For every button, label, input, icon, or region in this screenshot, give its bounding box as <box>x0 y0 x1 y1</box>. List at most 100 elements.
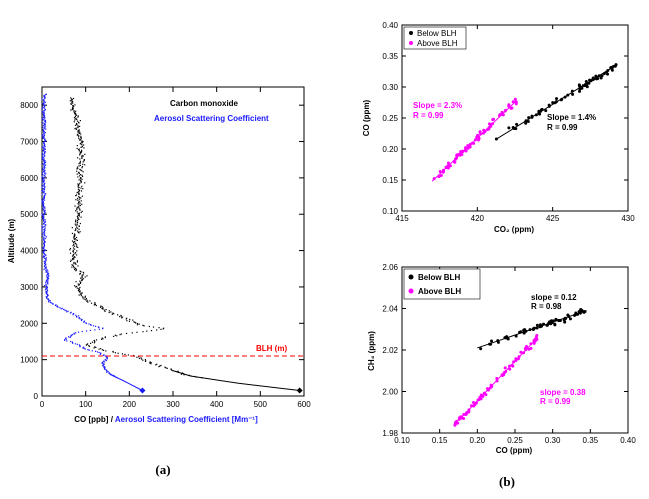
aerosol-profile-point <box>44 97 46 99</box>
co-profile-point <box>79 139 81 141</box>
aerosol-profile-point <box>43 175 45 177</box>
co-profile-point <box>78 190 80 193</box>
co-profile-point <box>76 244 78 246</box>
aerosol-profile-point <box>43 148 45 150</box>
co-profile-point <box>81 210 83 212</box>
aerosol-profile-point <box>79 346 81 348</box>
aerosol-profile-point <box>41 108 43 110</box>
co-profile-point <box>125 332 128 335</box>
co-profile-point <box>74 262 76 264</box>
co-profile-point <box>149 361 151 363</box>
co-profile-point <box>81 275 83 278</box>
aerosol-profile-point <box>46 279 48 281</box>
aerosol-profile-point <box>43 112 45 115</box>
co-profile-point <box>76 239 78 242</box>
aerosol-profile-point <box>43 196 45 198</box>
aerosol-profile-point <box>44 175 46 177</box>
panel-b1-below-blh-fit <box>495 64 617 141</box>
aerosol-profile-point <box>102 360 105 362</box>
aerosol-profile-point <box>44 123 46 125</box>
aerosol-profile-point <box>42 198 44 201</box>
panel-b2-above-blh-point <box>453 422 457 426</box>
aerosol-profile-point <box>45 280 47 283</box>
co-profile-point <box>80 277 82 279</box>
panel-b1-above-blh-point <box>455 153 459 157</box>
co-profile-point <box>74 112 76 114</box>
co-profile-point <box>86 300 88 303</box>
aerosol-profile-point <box>44 117 46 119</box>
aerosol-profile-point <box>41 157 43 159</box>
panel-a-x-tick-label: 0 <box>40 400 45 409</box>
aerosol-profile-point <box>45 257 47 259</box>
co-profile-point <box>142 359 144 361</box>
co-profile-point <box>72 104 74 107</box>
aerosol-profile-point <box>45 279 48 281</box>
panel-b1-above-blh-fit <box>431 100 517 182</box>
co-profile-point <box>80 197 82 199</box>
aerosol-profile-point <box>44 267 46 269</box>
aerosol-profile-point <box>43 196 45 198</box>
panel-b2-above-blh-point <box>503 366 507 370</box>
co-profile-point <box>77 186 79 188</box>
aerosol-profile-point <box>52 303 54 305</box>
co-profile-point <box>150 329 153 332</box>
co-profile-point <box>81 165 84 168</box>
aerosol-profile-point <box>106 371 108 373</box>
aerosol-profile-point <box>104 368 106 370</box>
co-profile-point <box>76 192 78 194</box>
panel-b2-legend-below: Below BLH <box>418 273 460 282</box>
co-profile-point <box>71 240 74 242</box>
panel-a-y-tick-label: 7000 <box>20 138 38 147</box>
aerosol-profile-point <box>42 160 45 162</box>
panel-b1-legend-marker-below <box>409 31 413 35</box>
co-profile-point <box>75 243 77 245</box>
co-profile-point <box>105 350 107 352</box>
aerosol-profile-point <box>47 281 49 283</box>
co-profile-point <box>119 316 121 318</box>
aerosol-profile-point <box>43 220 45 222</box>
aerosol-profile-point <box>47 280 49 282</box>
co-profile-point <box>69 100 71 102</box>
co-profile-point <box>142 331 144 333</box>
panel-a-x-label-sep: / <box>111 415 114 424</box>
aerosol-profile-point <box>43 250 45 252</box>
aerosol-profile-point <box>44 171 46 173</box>
co-profile-point <box>77 203 79 205</box>
co-profile-point <box>76 260 79 262</box>
aerosol-profile-point <box>45 128 47 130</box>
aerosol-profile-point <box>42 184 44 187</box>
co-profile-point <box>142 324 144 326</box>
aerosol-profile-point <box>63 308 65 311</box>
co-profile-point <box>79 154 81 156</box>
aerosol-profile-point <box>49 301 52 304</box>
panel-a-x-tick-label: 600 <box>297 400 311 409</box>
co-profile-point <box>80 138 82 140</box>
aerosol-profile-point <box>68 336 70 338</box>
panel-a-legend-aerosol: Aerosol Scattering Coefficient <box>154 114 269 123</box>
co-profile-line <box>172 370 300 391</box>
co-profile-point <box>71 108 73 111</box>
co-profile-point <box>78 189 80 191</box>
co-profile-point <box>82 274 84 276</box>
co-profile-point <box>82 161 84 163</box>
co-profile-point <box>136 356 138 358</box>
co-profile-point <box>78 204 80 206</box>
aerosol-profile-point <box>72 333 74 336</box>
aerosol-profile-point <box>47 283 49 285</box>
co-profile-point <box>76 222 78 224</box>
aerosol-profile-point <box>44 265 46 268</box>
co-profile-point <box>70 103 72 105</box>
co-profile-point <box>75 281 77 283</box>
aerosol-profile-point <box>43 168 46 170</box>
co-profile-point <box>72 245 74 247</box>
aerosol-profile-point <box>43 246 45 248</box>
co-profile-point <box>138 323 140 325</box>
aerosol-profile-line <box>109 373 143 391</box>
co-profile-point <box>73 268 76 271</box>
aerosol-profile-point <box>44 161 46 163</box>
co-profile-point <box>73 235 76 237</box>
panel-b-label: (b) <box>499 474 515 489</box>
aerosol-profile-point <box>43 205 45 208</box>
aerosol-profile-point <box>41 179 44 181</box>
